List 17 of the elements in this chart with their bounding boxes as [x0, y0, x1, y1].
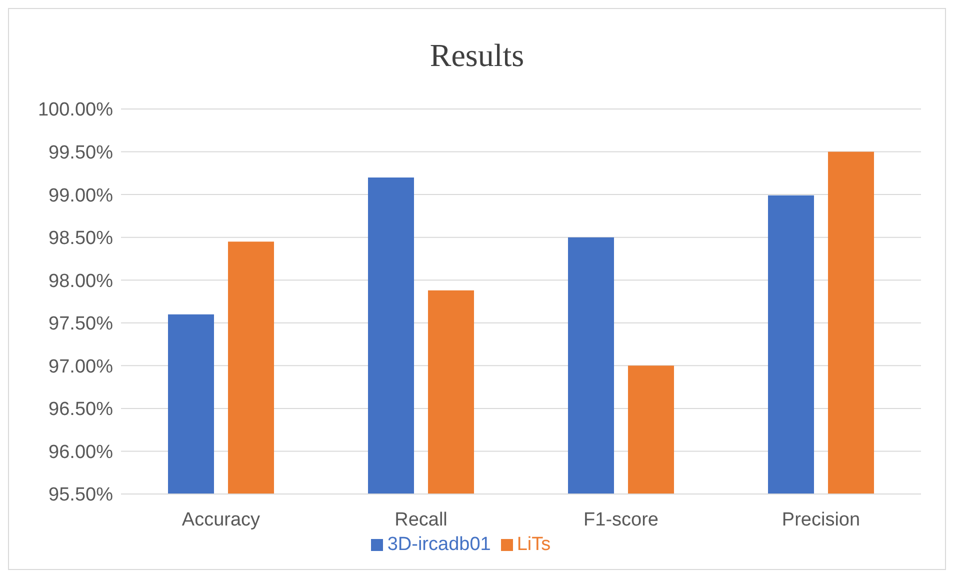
legend-label: 3D-ircadb01 [387, 534, 491, 555]
y-tick-label: 97.00% [48, 356, 114, 378]
x-tick-label: Precision [782, 509, 860, 530]
chart-title: Results [428, 36, 526, 73]
y-tick-label: 98.00% [48, 270, 114, 292]
legend-label: LiTs [516, 534, 551, 555]
y-tick-label: 99.50% [48, 142, 114, 164]
y-tick-label: 97.50% [48, 314, 114, 335]
x-tick-label: Recall [394, 509, 448, 530]
y-tick-label: 100.00% [38, 100, 114, 121]
x-tick-label: Accuracy [182, 509, 261, 530]
y-tick-label: 98.50% [48, 228, 114, 250]
x-tick-label: F1-score [584, 509, 658, 530]
y-tick-label: 95.50% [48, 484, 114, 506]
y-tick-label: 96.50% [48, 399, 114, 420]
y-tick-label: 99.00% [48, 185, 114, 206]
y-tick-label: 96.00% [48, 442, 114, 463]
